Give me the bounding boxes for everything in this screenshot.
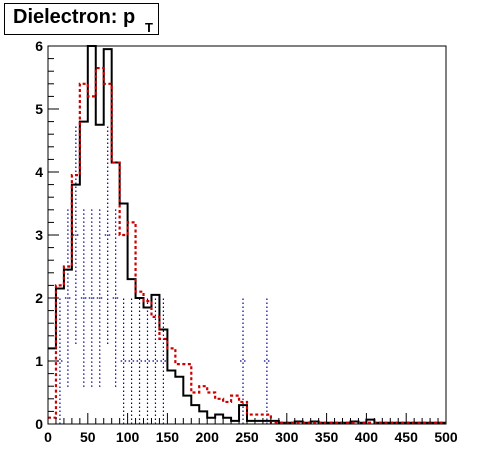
x-tick-label: 400 (355, 429, 379, 445)
x-tick-label: 50 (80, 429, 96, 445)
chart-title: Dielectron: p (13, 6, 136, 28)
y-tick-label: 0 (35, 416, 43, 432)
x-tick-label: 500 (434, 429, 458, 445)
x-tick-label: 450 (395, 429, 419, 445)
y-tick-label: 1 (35, 353, 43, 369)
x-tick-label: 300 (275, 429, 299, 445)
x-tick-label: 0 (44, 429, 52, 445)
series-line-red (48, 66, 446, 424)
x-tick-label: 200 (196, 429, 220, 445)
y-tick-label: 6 (35, 38, 43, 54)
x-tick-label: 150 (156, 429, 180, 445)
errorbar-series (56, 126, 270, 424)
y-tick-label: 5 (35, 101, 43, 117)
plot-frame (47, 45, 447, 425)
x-tick-label: 100 (116, 429, 140, 445)
axes: 0 50 100 150 200 250 300 350 400 450 500 0 1 2 3 4 5 6 (35, 38, 458, 445)
y-tick-label: 4 (35, 164, 43, 180)
chart-title-subscript: T (145, 20, 153, 35)
y-tick-label: 2 (35, 290, 43, 306)
x-tick-label: 250 (235, 429, 259, 445)
y-tick-label: 3 (35, 227, 43, 243)
title-box: Dielectron: p T (4, 3, 159, 35)
x-tick-label: 350 (315, 429, 339, 445)
